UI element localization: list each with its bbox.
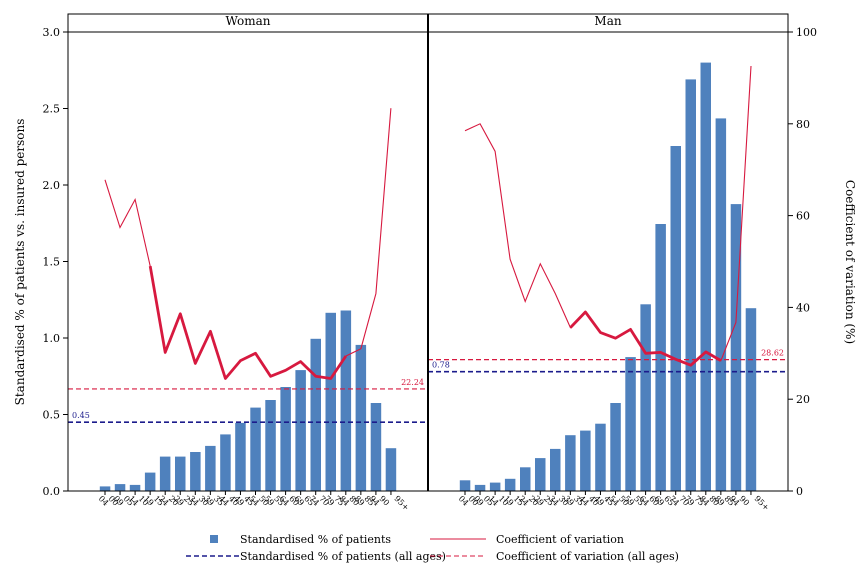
bar-man-70-74 bbox=[670, 146, 681, 491]
y-tick-label-0.0: 0.0 bbox=[43, 485, 61, 498]
bar-woman-10-14 bbox=[129, 484, 141, 491]
ref-label-pct-man: 0.78 bbox=[432, 361, 450, 370]
bar-woman-25-29 bbox=[175, 456, 186, 491]
bar-man-30-34 bbox=[550, 448, 561, 491]
bar-man-05-09 bbox=[474, 484, 486, 491]
y2-axis-title: Coefficient of variation (%) bbox=[843, 180, 857, 344]
legend: Standardised % of patients Coefficient o… bbox=[186, 533, 679, 563]
x-tick-label-woman-95+: 95+ bbox=[392, 494, 410, 512]
bar-woman-65-69 bbox=[295, 370, 306, 491]
bar-woman-40-44 bbox=[220, 434, 231, 491]
y-tick-label-1.0: 1.0 bbox=[43, 332, 61, 345]
y-tick-label-2.5: 2.5 bbox=[43, 103, 61, 116]
reference-lines-layer: 0.45 22.24 0.78 28.62 bbox=[68, 349, 788, 423]
bar-woman-45-49 bbox=[235, 422, 246, 491]
bar-man-85-89 bbox=[715, 118, 727, 492]
ref-label-cv-man: 28.62 bbox=[761, 349, 784, 358]
bar-man-45-49 bbox=[595, 423, 606, 491]
cv-line-bold-man bbox=[569, 310, 722, 367]
bar-man-50-54 bbox=[610, 403, 621, 491]
bar-woman-50-54 bbox=[250, 407, 261, 491]
y-tick-label-2.0: 2.0 bbox=[43, 179, 61, 192]
bar-man-00-04 bbox=[459, 480, 471, 491]
legend-cv-label: Coefficient of variation bbox=[496, 533, 624, 546]
bars-layer bbox=[99, 62, 757, 492]
legend-ref-pct-label: Standardised % of patients (all ages) bbox=[240, 550, 446, 563]
legend-ref-cv-label: Coefficient of variation (all ages) bbox=[496, 550, 679, 563]
bar-woman-30-34 bbox=[190, 452, 201, 491]
legend-bar-swatch bbox=[210, 535, 218, 543]
bar-woman-20-24 bbox=[159, 456, 171, 491]
bar-man-90-94 bbox=[730, 204, 742, 491]
bar-man-10-14 bbox=[489, 482, 501, 491]
y-tick-label-1.5: 1.5 bbox=[43, 256, 61, 269]
y2-tick-label-80: 80 bbox=[796, 118, 810, 131]
bar-woman-15-19 bbox=[144, 472, 156, 491]
bar-woman-90-94 bbox=[370, 403, 382, 491]
bar-woman-00-04 bbox=[99, 486, 111, 491]
x-tick-label-man-95+: 95+ bbox=[753, 494, 771, 512]
cv-lines-layer bbox=[104, 65, 752, 380]
bar-woman-35-39 bbox=[205, 445, 216, 491]
bar-man-80-84 bbox=[700, 62, 711, 491]
bar-man-35-39 bbox=[565, 435, 576, 491]
bar-woman-60-64 bbox=[280, 387, 291, 491]
bar-woman-55-59 bbox=[265, 400, 276, 491]
y-tick-label-3.0: 3.0 bbox=[43, 26, 61, 39]
bar-woman-05-09 bbox=[114, 484, 126, 491]
ref-label-cv-woman: 22.24 bbox=[401, 378, 424, 387]
bar-man-20-24 bbox=[520, 467, 531, 491]
y2-tick-label-0: 0 bbox=[796, 485, 803, 498]
y2-tick-label-40: 40 bbox=[796, 301, 810, 314]
bar-man-75-79 bbox=[685, 79, 696, 492]
y-tick-label-0.5: 0.5 bbox=[43, 409, 61, 422]
x-tick-label-line1: 95+ bbox=[392, 494, 410, 512]
bar-woman-80-84 bbox=[340, 310, 352, 491]
bar-woman-75-79 bbox=[325, 312, 336, 491]
ref-label-pct-woman: 0.45 bbox=[72, 411, 90, 420]
strip-label-woman: Woman bbox=[225, 14, 270, 28]
bar-man-60-64 bbox=[640, 304, 651, 491]
bar-man-55-59 bbox=[625, 357, 636, 491]
bar-woman-70-74 bbox=[310, 338, 321, 491]
x-tick-label-line2: 04 bbox=[97, 494, 111, 508]
bar-woman-85-89 bbox=[355, 344, 367, 491]
strip-label-man: Man bbox=[594, 14, 621, 28]
y2-tick-label-20: 20 bbox=[796, 393, 810, 406]
bar-woman-95+ bbox=[385, 448, 397, 491]
cv-line-bold-woman bbox=[148, 265, 347, 380]
bar-man-95+ bbox=[745, 308, 757, 491]
bar-man-15-19 bbox=[504, 478, 516, 491]
bar-man-65-69 bbox=[655, 224, 666, 491]
y-axis-title: Standardised % of patients vs. insured p… bbox=[13, 119, 27, 406]
x-tick-label-line2: 04 bbox=[457, 494, 471, 508]
y2-tick-label-60: 60 bbox=[796, 210, 810, 223]
bar-man-25-29 bbox=[535, 458, 546, 491]
bar-man-40-44 bbox=[580, 430, 591, 491]
legend-bar-label: Standardised % of patients bbox=[240, 533, 391, 546]
x-tick-label-line1: 95+ bbox=[753, 494, 771, 512]
y2-tick-label-100: 100 bbox=[796, 26, 817, 39]
